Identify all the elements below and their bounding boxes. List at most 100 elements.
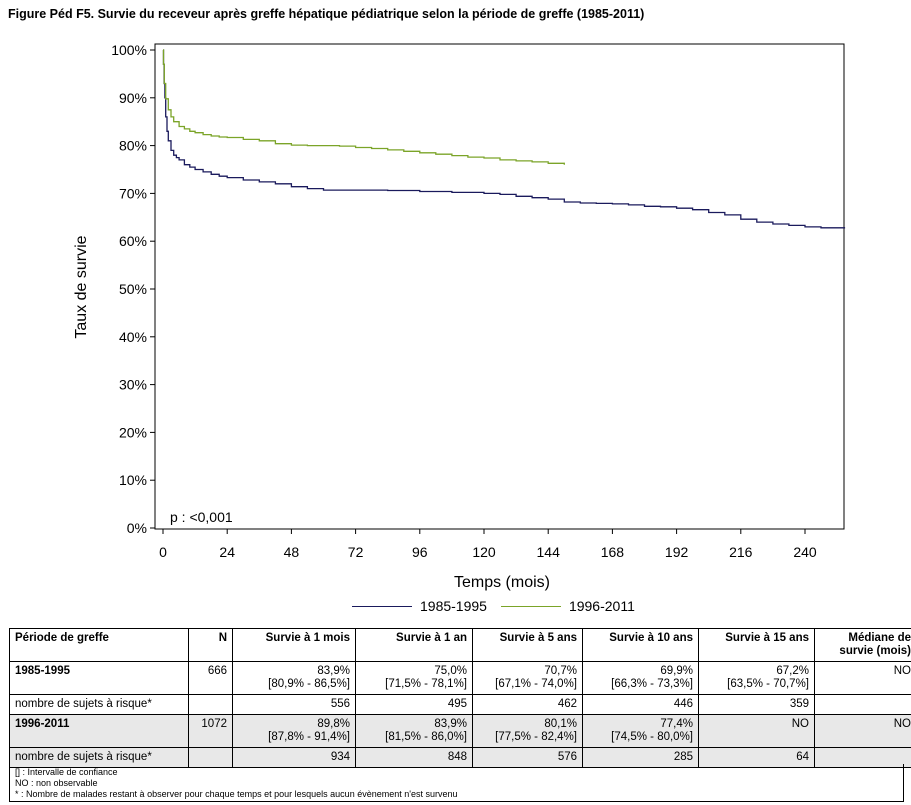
cell-survie: NO xyxy=(698,714,815,748)
header-periode: Période de greffe xyxy=(9,628,189,662)
cell-n: 666 xyxy=(188,661,233,695)
cell-value: NO xyxy=(893,665,911,677)
cell-risk xyxy=(814,694,911,715)
y-tick-label: 10% xyxy=(119,472,147,488)
cell-value: 69,9% xyxy=(660,665,693,677)
cell-survie: 69,9% [66,3% - 73,3%] xyxy=(582,661,699,695)
p-value-annotation: p : <0,001 xyxy=(170,509,233,525)
y-tick-label: 90% xyxy=(119,90,147,106)
cell-ci: [74,5% - 80,0%] xyxy=(611,731,693,743)
header-mediane: Médiane de survie (mois) xyxy=(814,628,911,662)
x-tick-label: 120 xyxy=(472,544,496,560)
table-row: 1996-2011 1072 89,8% [87,8% - 91,4%] 83,9… xyxy=(9,714,911,748)
x-tick-label: 72 xyxy=(348,544,364,560)
cell-risk: 495 xyxy=(355,694,473,715)
cell-survie: 83,9% [81,5% - 86,0%] xyxy=(355,714,473,748)
legend-item-1985-1995: 1985-1995 xyxy=(352,598,487,614)
cell-risk: 848 xyxy=(355,747,473,768)
header-survie-1-an: Survie à 1 an xyxy=(355,628,473,662)
cell-survie: 77,4% [74,5% - 80,0%] xyxy=(582,714,699,748)
cell-ci: [77,5% - 82,4%] xyxy=(495,731,577,743)
cell-n: 1072 xyxy=(188,714,233,748)
x-tick-label: 48 xyxy=(284,544,300,560)
y-tick-label: 0% xyxy=(127,520,147,536)
survival-chart: 0% 10% 20% 30% 40% 50% 60% 70% 80% 90% 100% 0 24 48 7… xyxy=(73,42,846,591)
cell-value: 1985-1995 xyxy=(15,665,70,677)
cell-ci: [80,9% - 86,5%] xyxy=(268,678,350,690)
table-row: 1985-1995 666 83,9% [80,9% - 86,5%] 75,0%… xyxy=(9,661,911,695)
legend-label-1996-2011: 1996-2011 xyxy=(568,598,635,614)
cell-value: 77,4% xyxy=(660,718,693,730)
series-line-1996-2011 xyxy=(162,49,565,165)
cell-n xyxy=(188,747,233,768)
cell-risk: 934 xyxy=(232,747,356,768)
cell-risk-label: nombre de sujets à risque* xyxy=(9,747,189,768)
cell-survie: 80,1% [77,5% - 82,4%] xyxy=(472,714,583,748)
cell-risk: 556 xyxy=(232,694,356,715)
cell-value: 666 xyxy=(207,665,227,677)
x-tick-label: 0 xyxy=(159,544,167,560)
cell-value: 1996-2011 xyxy=(15,718,70,730)
cell-ci: [67,1% - 74,0%] xyxy=(495,678,577,690)
x-tick-label: 216 xyxy=(729,544,753,560)
legend: 1985-1995 1996-2011 xyxy=(352,598,649,614)
survival-table: Période de greffe N Survie à 1 mois Surv… xyxy=(9,628,911,768)
cell-ci: [87,8% - 91,4%] xyxy=(268,731,350,743)
cell-mediane: NO xyxy=(814,714,911,748)
y-tick-label: 20% xyxy=(119,424,147,440)
series-line-1985-1995 xyxy=(162,49,846,229)
y-axis: 0% 10% 20% 30% 40% 50% 60% 70% 80% 90% 100% xyxy=(111,42,155,536)
cell-ci: [66,3% - 73,3%] xyxy=(611,678,693,690)
header-survie-15-ans: Survie à 15 ans xyxy=(698,628,815,662)
cell-mediane: NO xyxy=(814,661,911,695)
y-tick-label: 70% xyxy=(119,185,147,201)
cell-value: 83,9% xyxy=(434,718,467,730)
y-tick-label: 80% xyxy=(119,138,147,154)
cell-ci: [63,5% - 70,7%] xyxy=(727,678,809,690)
x-tick-label: 240 xyxy=(793,544,817,560)
cell-ci: [81,5% - 86,0%] xyxy=(385,731,467,743)
cell-value: 89,8% xyxy=(317,718,350,730)
cell-risk: 462 xyxy=(472,694,583,715)
legend-item-1996-2011: 1996-2011 xyxy=(500,598,635,614)
legend-label-1985-1995: 1985-1995 xyxy=(420,598,487,614)
figure-title: Figure Péd F5. Survie du receveur après … xyxy=(8,7,645,21)
cell-value: 75,0% xyxy=(434,665,467,677)
header-survie-5-ans: Survie à 5 ans xyxy=(472,628,583,662)
cell-survie: 83,9% [80,9% - 86,5%] xyxy=(232,661,356,695)
cell-risk: 285 xyxy=(582,747,699,768)
cell-risk: 576 xyxy=(472,747,583,768)
table-footnotes: [] : Intervalle de confiance NO : non ob… xyxy=(9,764,904,802)
cell-value: 1072 xyxy=(201,718,227,730)
x-axis-label: Temps (mois) xyxy=(454,574,550,591)
x-tick-label: 192 xyxy=(665,544,689,560)
cell-n xyxy=(188,694,233,715)
table-header-row: Période de greffe N Survie à 1 mois Surv… xyxy=(9,628,911,662)
x-tick-label: 144 xyxy=(537,544,561,560)
cell-risk-label: nombre de sujets à risque* xyxy=(9,694,189,715)
cell-risk: 64 xyxy=(698,747,815,768)
cell-survie: 89,8% [87,8% - 91,4%] xyxy=(232,714,356,748)
x-tick-label: 168 xyxy=(601,544,625,560)
cell-value: 67,2% xyxy=(776,665,809,677)
cell-survie: 70,7% [67,1% - 74,0%] xyxy=(472,661,583,695)
cell-ci: [71,5% - 78,1%] xyxy=(385,678,467,690)
x-tick-label: 24 xyxy=(219,544,235,560)
y-tick-label: 100% xyxy=(111,42,147,58)
cell-risk xyxy=(814,747,911,768)
table-row: nombre de sujets à risque* 556 495 462 4… xyxy=(9,694,911,715)
footnote: [] : Intervalle de confiance xyxy=(15,767,118,777)
cell-risk: 446 xyxy=(582,694,699,715)
series-layer xyxy=(162,49,846,229)
table-row: nombre de sujets à risque* 934 848 576 2… xyxy=(9,747,911,768)
y-axis-label: Taux de survie xyxy=(73,235,90,338)
cell-value: NO xyxy=(893,718,911,730)
cell-value: 70,7% xyxy=(544,665,577,677)
cell-value: 83,9% xyxy=(317,665,350,677)
y-tick-label: 40% xyxy=(119,329,147,345)
cell-survie: 75,0% [71,5% - 78,1%] xyxy=(355,661,473,695)
y-tick-label: 30% xyxy=(119,377,147,393)
cell-periode: 1996-2011 xyxy=(9,714,189,748)
y-tick-label: 60% xyxy=(119,233,147,249)
legend-swatch-1985-1995 xyxy=(352,605,412,607)
